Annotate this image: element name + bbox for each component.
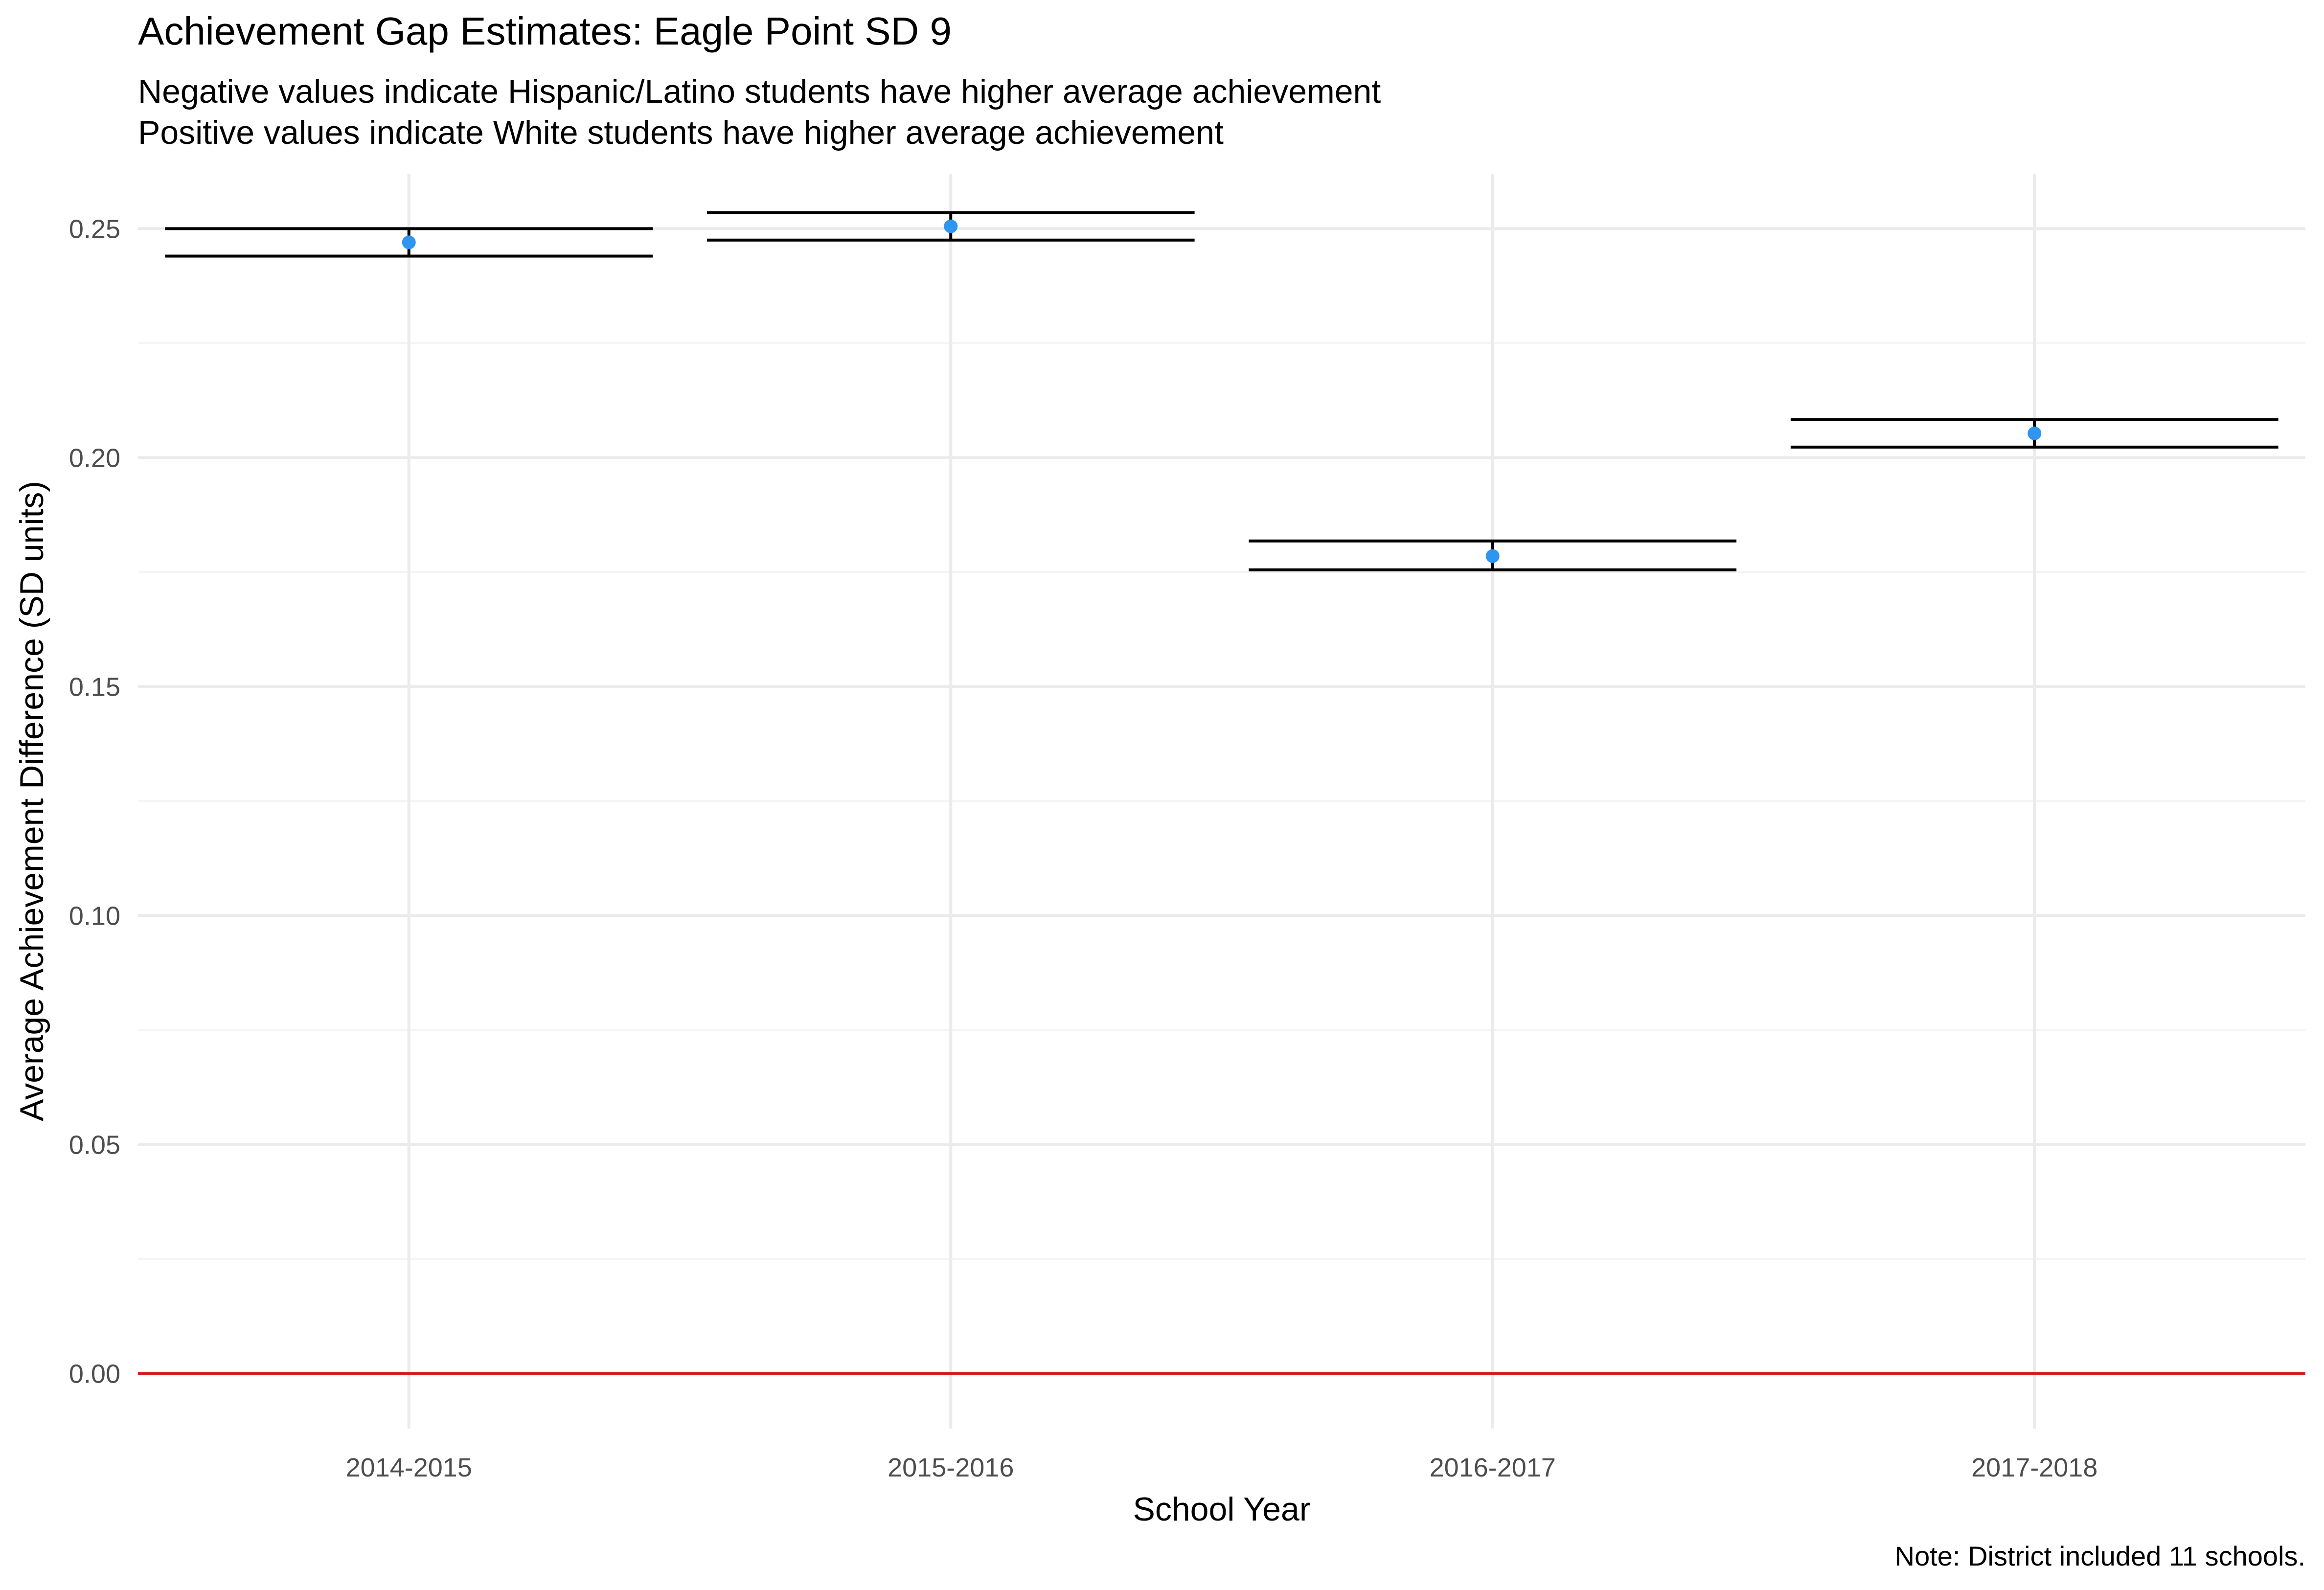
chart-caption: Note: District included 11 schools.: [1894, 1541, 2305, 1571]
y-tick-label: 0.15: [69, 672, 120, 702]
y-axis-title: Average Achievement Difference (SD units…: [13, 481, 50, 1121]
chart-subtitle-line-1: Negative values indicate Hispanic/Latino…: [138, 73, 1381, 110]
chart-title: Achievement Gap Estimates: Eagle Point S…: [138, 9, 952, 53]
data-point: [1485, 549, 1500, 563]
y-tick-label: 0.10: [69, 902, 120, 931]
x-tick-label: 2014-2015: [346, 1453, 472, 1482]
data-point: [402, 235, 416, 250]
data-point: [944, 219, 958, 233]
x-tick-label: 2016-2017: [1430, 1453, 1556, 1482]
data-point: [2028, 426, 2042, 440]
y-tick-label: 0.20: [69, 443, 120, 473]
chart-subtitle-line-2: Positive values indicate White students …: [138, 114, 1224, 151]
y-tick-label: 0.25: [69, 214, 120, 244]
y-tick-label: 0.05: [69, 1131, 120, 1160]
y-tick-label: 0.00: [69, 1360, 120, 1389]
x-tick-label: 2017-2018: [1971, 1453, 2097, 1482]
x-tick-label: 2015-2016: [888, 1453, 1014, 1482]
x-axis-title: School Year: [1133, 1491, 1311, 1528]
